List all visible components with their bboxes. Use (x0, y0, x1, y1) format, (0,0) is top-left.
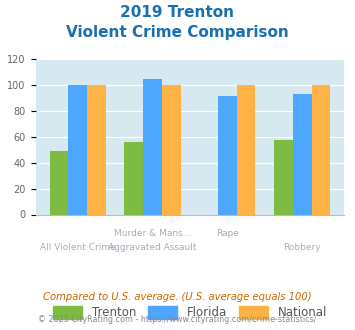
Bar (293, 94, 312, 214)
Text: © 2025 CityRating.com - https://www.cityrating.com/crime-statistics/: © 2025 CityRating.com - https://www.city… (38, 315, 317, 324)
Text: Violent Crime Comparison: Violent Crime Comparison (66, 25, 289, 40)
Text: 2019 Trenton: 2019 Trenton (120, 5, 235, 20)
Text: Robbery: Robbery (283, 243, 321, 251)
Bar (218, 96, 237, 214)
Bar (50, 151, 68, 214)
Text: Murder & Mans...: Murder & Mans... (114, 229, 191, 238)
Text: Aggravated Assault: Aggravated Assault (108, 243, 197, 251)
Bar (312, 85, 330, 214)
Text: Compared to U.S. average. (U.S. average equals 100): Compared to U.S. average. (U.S. average … (43, 292, 312, 302)
Legend: Trenton, Florida, National: Trenton, Florida, National (48, 301, 332, 324)
Text: All Violent Crime: All Violent Crime (40, 243, 115, 251)
Bar (162, 85, 181, 214)
Bar (143, 79, 162, 214)
Bar (274, 140, 293, 214)
Bar (124, 142, 143, 214)
Text: Rape: Rape (216, 229, 239, 238)
Bar (68, 85, 87, 214)
Bar (87, 85, 106, 214)
Bar (237, 85, 256, 214)
